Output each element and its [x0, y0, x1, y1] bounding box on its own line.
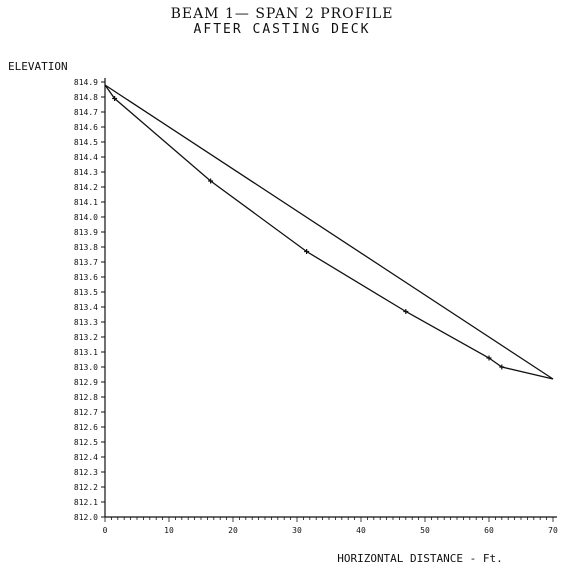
y-tick-label: 814.8: [74, 93, 98, 102]
x-tick-label: 70: [548, 526, 558, 535]
y-tick-label: 812.6: [74, 423, 98, 432]
y-tick-label: 813.6: [74, 273, 98, 282]
data-point-marker: [499, 364, 505, 370]
y-tick-label: 814.0: [74, 213, 98, 222]
y-tick-label: 813.9: [74, 228, 98, 237]
y-tick-label: 814.5: [74, 138, 98, 147]
y-tick-label: 814.7: [74, 108, 98, 117]
x-axis-label: HORIZONTAL DISTANCE - Ft.: [337, 552, 503, 565]
y-tick-label: 814.6: [74, 123, 98, 132]
y-tick-label: 813.8: [74, 243, 98, 252]
data-point-marker: [304, 249, 310, 254]
y-tick-label: 814.2: [74, 183, 98, 192]
x-tick-label: 20: [228, 526, 238, 535]
y-tick-label: 812.5: [74, 438, 98, 447]
x-tick-label: 40: [356, 526, 366, 535]
series-group: [104, 84, 554, 380]
y-tick-label: 813.7: [74, 258, 98, 267]
x-tick-label: 50: [420, 526, 430, 535]
y-tick-label: 812.1: [74, 498, 98, 507]
y-tick-label: 812.4: [74, 453, 98, 462]
y-axis-label: ELEVATION: [8, 60, 68, 73]
data-point-marker: [486, 355, 492, 361]
y-tick-label: 812.7: [74, 408, 98, 417]
y-tick-label: 812.9: [74, 378, 98, 387]
y-tick-label: 814.3: [74, 168, 98, 177]
y-tick-label: 813.2: [74, 333, 98, 342]
series-line-curve: [104, 84, 554, 380]
y-tick-label: 812.2: [74, 483, 98, 492]
y-tick-label: 812.8: [74, 393, 98, 402]
x-tick-label: 10: [164, 526, 174, 535]
data-point-marker: [403, 309, 409, 314]
x-tick-label: 60: [484, 526, 494, 535]
chart-title: BEAM 1— SPAN 2 PROFILE: [170, 6, 394, 22]
x-ticks: 0 10 20 30 40 50 60 70: [103, 517, 558, 535]
series-line-straight: [104, 84, 554, 380]
y-tick-label: 813.1: [74, 348, 98, 357]
y-tick-label: 812.0: [74, 513, 98, 522]
y-tick-label: 813.5: [74, 288, 98, 297]
y-tick-label: 813.0: [74, 363, 98, 372]
axes: [104, 78, 557, 518]
y-tick-label: 813.4: [74, 303, 98, 312]
y-tick-label: 814.1: [74, 198, 98, 207]
y-ticks: 812.0 812.1 812.2 812.3 812.4 812.5 812.6 812.7…: [74, 78, 105, 522]
x-tick-label: 30: [292, 526, 302, 535]
data-point-marker: [208, 178, 214, 184]
y-tick-label: 814.4: [74, 153, 98, 162]
y-tick-label: 813.3: [74, 318, 98, 327]
chart-subtitle: AFTER CASTING DECK: [193, 22, 371, 37]
y-tick-label: 812.3: [74, 468, 98, 477]
y-tick-label: 814.9: [74, 78, 98, 87]
x-tick-label: 0: [103, 526, 108, 535]
data-point-marker: [112, 96, 118, 101]
